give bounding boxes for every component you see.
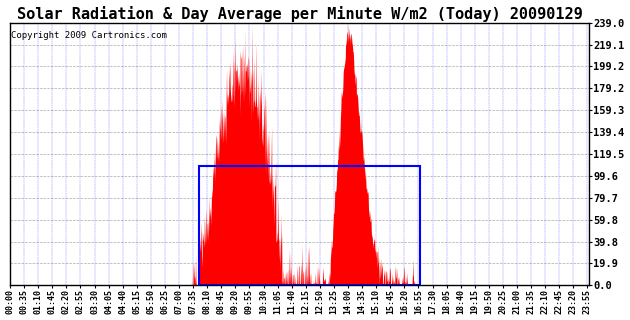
Text: Copyright 2009 Cartronics.com: Copyright 2009 Cartronics.com xyxy=(11,31,166,40)
Title: Solar Radiation & Day Average per Minute W/m2 (Today) 20090129: Solar Radiation & Day Average per Minute… xyxy=(16,5,582,21)
Bar xyxy=(199,165,420,285)
